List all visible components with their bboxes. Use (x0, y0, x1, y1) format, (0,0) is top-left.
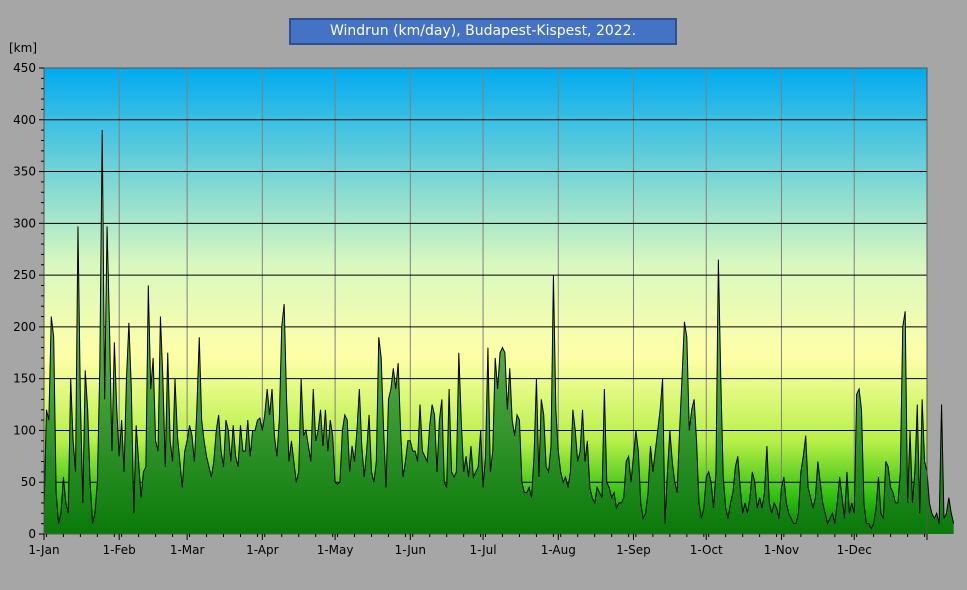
y-tick-label-300: 300 (13, 216, 36, 230)
y-axis-label: [km] (9, 41, 37, 55)
x-tick-label-1-Jan: 1-Jan (28, 543, 59, 557)
y-tick-label-350: 350 (13, 165, 36, 179)
y-tick-label-200: 200 (13, 320, 36, 334)
x-tick-label-1-Mar: 1-Mar (170, 543, 205, 557)
y-tick-label-50: 50 (21, 475, 36, 489)
windrun-area (44, 130, 954, 534)
y-tick-label-450: 450 (13, 61, 36, 75)
x-axis: 1-Jan 1-Feb 1-Mar 1-Apr 1-May 1-Jun 1-Jul 1-Aug… (28, 534, 928, 557)
x-tick-label-1-Aug: 1-Aug (541, 543, 576, 557)
windrun-line (43, 130, 955, 530)
chart-title: Windrun (km/day), Budapest-Kispest, 2022… (289, 18, 677, 45)
x-tick-label-1-Apr: 1-Apr (246, 543, 279, 557)
y-tick-label-100: 100 (13, 423, 36, 437)
y-tick-label-250: 250 (13, 268, 36, 282)
x-tick-label-1-Jul: 1-Jul (470, 543, 497, 557)
x-tick-label-1-May: 1-May (317, 543, 354, 557)
x-tick-label-1-Dec: 1-Dec (837, 543, 872, 557)
y-axis: 0 50 100 150 200 250 300 350 400 450 (13, 61, 44, 541)
x-tick-label-1-Jun: 1-Jun (395, 543, 426, 557)
x-tick-label-1-Sep: 1-Sep (616, 543, 651, 557)
y-tick-label-150: 150 (13, 372, 36, 386)
x-tick-label-1-Nov: 1-Nov (764, 543, 799, 557)
x-tick-label-1-Feb: 1-Feb (103, 543, 136, 557)
x-tick-label-1-Oct: 1-Oct (690, 543, 723, 557)
y-tick-label-400: 400 (13, 113, 36, 127)
y-tick-label-0: 0 (28, 527, 36, 541)
